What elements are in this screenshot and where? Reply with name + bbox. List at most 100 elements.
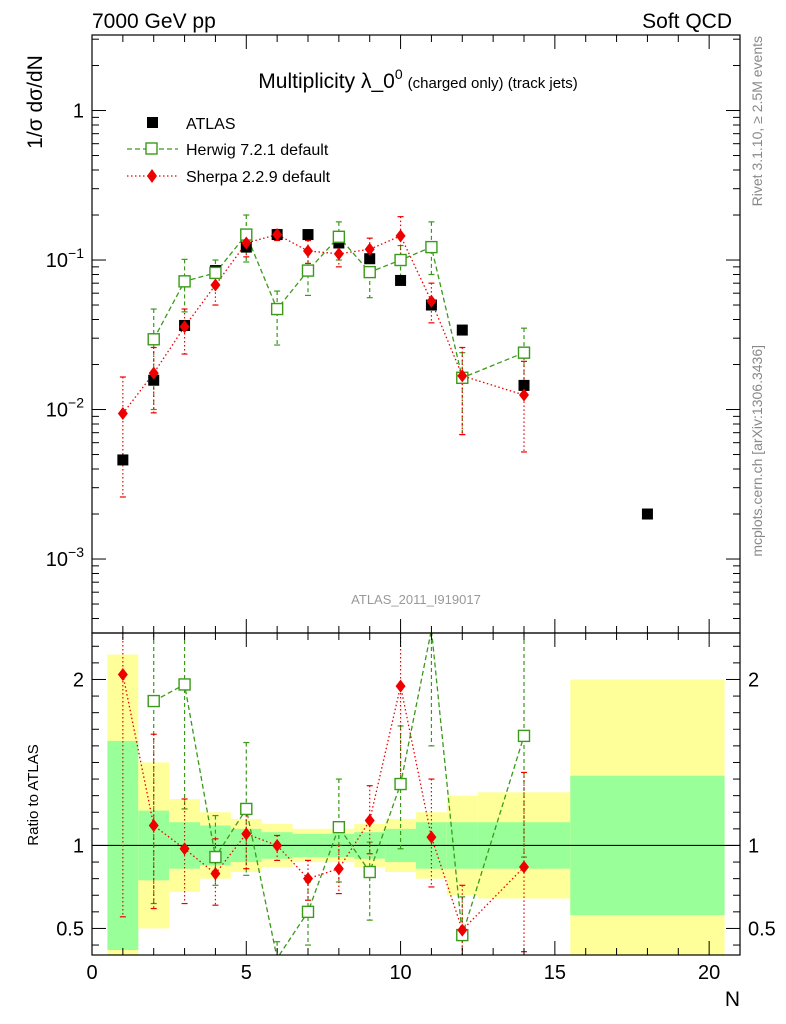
herwig-ratio-point — [301, 905, 315, 919]
sherpa-data-point — [395, 229, 406, 243]
ratio-y-tick-label: 1 — [73, 835, 84, 857]
main-y-tick-label-exponent: −3 — [68, 544, 84, 560]
herwig-data-point — [178, 275, 191, 288]
herwig-ratio-point — [363, 865, 376, 879]
herwig-ratio-line — [153, 633, 525, 955]
ratio-panel: 0.5 0.51 12 20 5 10 15 20 Ratio to ATLAS N — [25, 632, 776, 1011]
ratio-y-tick-label-right: 2 — [748, 669, 759, 691]
sherpa-data-point — [333, 247, 344, 261]
sherpa-data-point — [272, 228, 283, 242]
ratio-y-tick-label-right: 0.5 — [748, 918, 776, 940]
sherpa-ratio-point — [395, 679, 406, 693]
herwig-data-point — [209, 266, 222, 280]
sherpa-ratio-point — [519, 860, 529, 874]
x-axis-label: N — [725, 988, 740, 1011]
sherpa-ratio-point — [272, 838, 283, 852]
ratio-y-axis-label: Ratio to ATLAS — [25, 744, 42, 845]
atlas-data-point — [302, 229, 314, 241]
legend-entry-herwig: Herwig 7.2.1 default — [127, 142, 329, 159]
herwig-ratio-point — [517, 729, 531, 743]
legend-entry-sherpa: Sherpa 2.2.9 default — [127, 169, 331, 186]
plot-title: Multiplicity λ_00 (charged only) (track j… — [258, 66, 577, 93]
main-y-tick-label: 1 — [73, 101, 84, 123]
sherpa-data-point — [117, 407, 128, 421]
herwig-ratio-point — [240, 802, 253, 816]
atlas-data-point — [148, 374, 160, 386]
sherpa-data-point — [457, 369, 468, 383]
ratio-y-tick-label: 2 — [73, 669, 84, 691]
sherpa-data-point — [426, 294, 437, 308]
plot-title-suffix: (charged only) (track jets) — [408, 75, 578, 92]
sherpa-ratio-point — [426, 830, 437, 844]
herwig-ratio-point — [394, 777, 407, 791]
legend-marker-sherpa — [147, 169, 157, 183]
sherpa-data-point — [519, 388, 529, 402]
herwig-data-point — [301, 264, 315, 277]
main-y-axis-label: 1/σ dσ/dN — [24, 55, 47, 149]
plot-title-superscript: 0 — [395, 66, 403, 82]
main-y-tick-label-base: 10 — [46, 400, 68, 422]
sherpa-data-point — [303, 244, 313, 258]
atlas-data-point — [117, 454, 129, 466]
sherpa-ratio-point — [117, 667, 128, 681]
sherpa-data-point — [364, 242, 375, 256]
header-energy-label: 7000 GeV pp — [92, 10, 216, 33]
atlas-data-point — [641, 508, 653, 520]
atlas-data-point — [364, 253, 376, 265]
legend: ATLAS Herwig 7.2.1 default Sherpa 2.2.9 … — [127, 116, 331, 186]
rivet-version-label: Rivet 3.1.10, ≥ 2.5M events — [749, 36, 765, 206]
herwig-ratio-point — [332, 820, 346, 834]
sherpa-data-point — [210, 278, 221, 292]
ratio-y-tick-label: 0.5 — [56, 918, 84, 940]
herwig-data-point — [147, 333, 160, 346]
legend-entry-atlas: ATLAS — [147, 116, 236, 133]
mcplots-reference-label: mcplots.cern.ch [arXiv:1306.3436] — [749, 345, 765, 557]
main-y-tick-label-exponent: −2 — [68, 395, 84, 411]
main-y-tick-label-exponent: −1 — [68, 245, 84, 261]
sherpa-ratio-point — [333, 862, 344, 876]
x-tick-label: 5 — [241, 962, 252, 984]
legend-label-herwig: Herwig 7.2.1 default — [186, 142, 329, 159]
plot-title-main: Multiplicity λ_0 — [258, 70, 395, 93]
x-tick-label: 0 — [86, 962, 97, 984]
main-y-tick-label: 10−3 — [46, 544, 84, 571]
herwig-ratio-point — [178, 678, 191, 691]
sherpa-ratio-point — [241, 827, 252, 841]
atlas-data-point — [395, 274, 407, 286]
x-tick-label: 20 — [698, 962, 720, 984]
atlas-data-point — [518, 379, 530, 391]
legend-marker-herwig — [145, 142, 158, 155]
ratio-frame — [91, 632, 741, 956]
herwig-data-point — [394, 253, 407, 267]
herwig-data-point — [270, 302, 284, 316]
sherpa-ratio-point — [457, 923, 468, 937]
sherpa-ratio-point — [179, 842, 190, 856]
sherpa-ratio-point — [210, 867, 221, 881]
legend-label-sherpa: Sherpa 2.2.9 default — [186, 169, 331, 186]
herwig-data-point — [332, 230, 346, 243]
atlas-data-point — [456, 324, 468, 336]
header-category-label: Soft QCD — [642, 10, 732, 33]
main-y-tick-label: 10−2 — [46, 395, 84, 422]
main-y-tick-label-base: 10 — [46, 250, 68, 272]
main-y-tick-label-base: 10 — [46, 549, 68, 571]
herwig-data-point — [425, 240, 438, 254]
sherpa-data-point — [179, 320, 190, 334]
herwig-data-point — [517, 346, 531, 359]
main-panel: ATLAS_2011_I919017 10−310−210−11 1/σ dσ/… — [24, 34, 741, 634]
ratio-y-tick-label-right: 1 — [748, 835, 759, 857]
watermark-analysis-id: ATLAS_2011_I919017 — [351, 592, 481, 607]
herwig-ratio-point — [209, 850, 222, 864]
sherpa-ratio-point — [148, 819, 159, 833]
sherpa-data-point — [241, 236, 252, 250]
sherpa-ratio-point — [364, 814, 375, 828]
herwig-data-point — [363, 265, 376, 279]
herwig-ratio-point — [147, 694, 160, 708]
x-tick-label: 15 — [544, 962, 566, 984]
x-tick-label: 10 — [389, 962, 411, 984]
sherpa-ratio-point — [303, 872, 313, 886]
legend-marker-atlas — [147, 117, 158, 128]
sherpa-data-point — [148, 366, 159, 380]
legend-label-atlas: ATLAS — [186, 116, 236, 133]
